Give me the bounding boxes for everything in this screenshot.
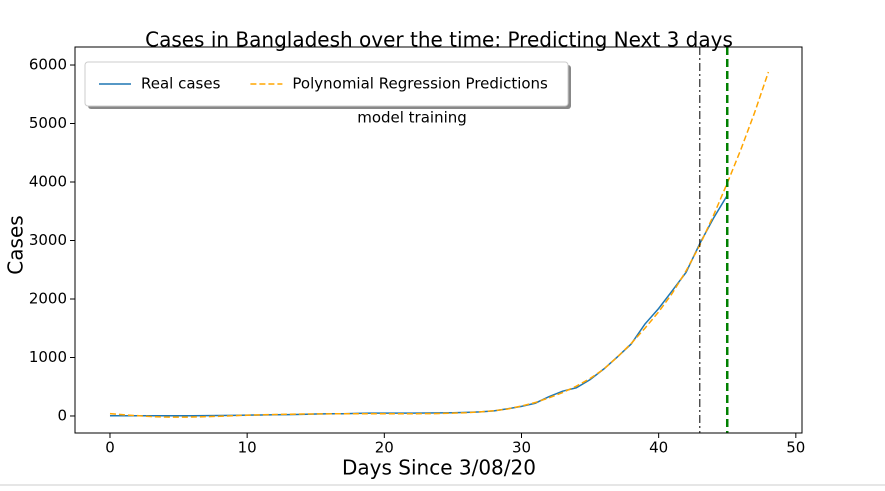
x-axis-label: Days Since 3/08/20: [342, 456, 536, 480]
x-tick-label: 10: [238, 439, 257, 457]
legend-label: Real cases: [141, 75, 221, 93]
legend-label: Polynomial Regression Predictions: [292, 75, 548, 93]
y-tick-label: 3000: [29, 231, 67, 249]
annotation: model training: [357, 109, 467, 127]
x-tick-label: 40: [649, 439, 668, 457]
x-tick-label: 50: [786, 439, 805, 457]
chart-title: Cases in Bangladesh over the time: Predi…: [145, 28, 733, 52]
y-tick-label: 5000: [29, 114, 67, 132]
y-tick-label: 4000: [29, 173, 67, 191]
legend-box: [84, 61, 569, 107]
y-tick-label: 0: [57, 406, 67, 424]
plot-frame: [74, 46, 803, 434]
series-line: [109, 71, 770, 418]
series-line: [109, 194, 728, 417]
y-tick-label: 2000: [29, 289, 67, 307]
y-tick-label: 6000: [29, 56, 67, 74]
x-tick-label: 0: [105, 439, 115, 457]
y-tick-label: 1000: [29, 348, 67, 366]
x-tick-label: 20: [375, 439, 394, 457]
x-tick-label: 30: [512, 439, 531, 457]
y-axis-label: Cases: [4, 215, 28, 274]
